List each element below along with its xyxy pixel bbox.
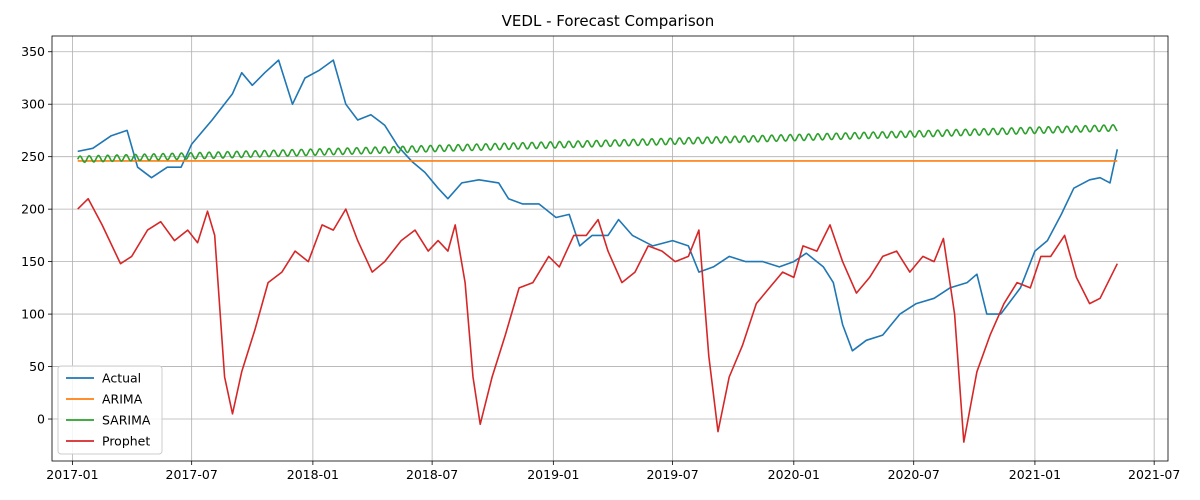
axes: 2017-01 2017-07 2018-01 2018-07 2019-01 2019-… <box>21 35 1180 482</box>
chart-title: VEDL - Forecast Comparison <box>502 12 715 30</box>
legend: Actual ARIMA SARIMA Prophet <box>57 365 163 455</box>
x-tick-label: 2018-07 <box>406 467 458 482</box>
legend-label: Prophet <box>102 434 150 449</box>
y-tick-label: 200 <box>21 202 45 217</box>
x-tick-label: 2017-01 <box>46 467 98 482</box>
legend-label: ARIMA <box>102 392 143 407</box>
y-tick-label: 150 <box>21 254 45 269</box>
x-tick-label: 2020-01 <box>768 467 820 482</box>
y-tick-label: 50 <box>29 359 45 374</box>
y-tick-label: 350 <box>21 44 45 59</box>
plot-frame <box>51 35 1169 462</box>
legend-label: Actual <box>102 371 141 386</box>
y-tick-label: 0 <box>37 412 45 427</box>
legend-label: SARIMA <box>102 413 151 428</box>
prophet-line <box>77 197 1119 443</box>
series-lines <box>76 59 1119 443</box>
x-tick-label: 2021-01 <box>1009 467 1061 482</box>
x-tick-label: 2019-01 <box>527 467 579 482</box>
actual-line <box>77 59 1119 352</box>
sarima-line <box>76 124 1118 163</box>
y-tick-label: 250 <box>21 149 45 164</box>
grid <box>52 36 1168 461</box>
y-tick-label: 100 <box>21 307 45 322</box>
x-tick-label: 2021-07 <box>1128 467 1180 482</box>
x-tick-label: 2019-07 <box>646 467 698 482</box>
legend-box <box>57 365 163 455</box>
x-tick-label: 2020-07 <box>888 467 940 482</box>
x-tick-label: 2017-07 <box>166 467 218 482</box>
x-tick-label: 2018-01 <box>287 467 339 482</box>
y-tick-label: 300 <box>21 97 45 112</box>
